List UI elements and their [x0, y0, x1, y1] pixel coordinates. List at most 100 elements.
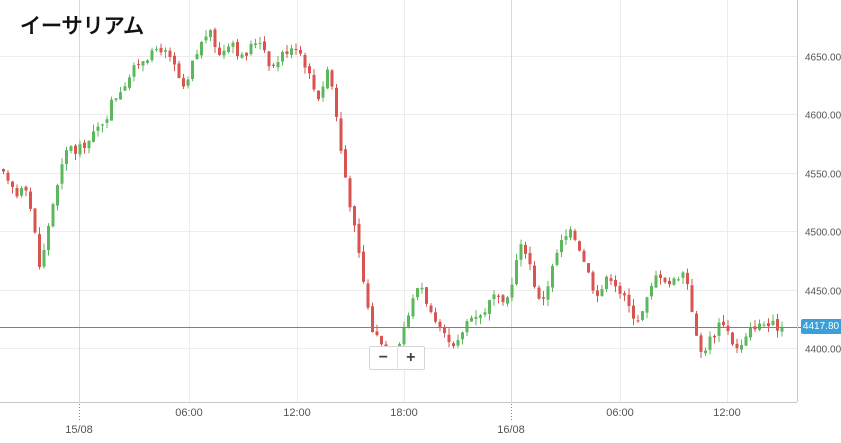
- x-axis: 06:00 12:00 18:00 06:00 12:00 15/08 16/08: [65, 404, 741, 436]
- x-tick-label: 18:00: [390, 407, 418, 419]
- candle-up: [569, 229, 572, 238]
- candle-up: [56, 185, 59, 206]
- candle-up: [191, 60, 194, 79]
- candle-up: [762, 324, 766, 326]
- candle-down: [29, 191, 32, 209]
- candle-down: [303, 55, 307, 68]
- candle-down: [312, 74, 316, 90]
- candle-up: [546, 286, 550, 300]
- candle-down: [83, 142, 86, 148]
- candle-down: [74, 145, 77, 154]
- candle-up: [704, 350, 707, 354]
- candle-up: [150, 50, 154, 61]
- x-tick-label: 12:00: [283, 407, 311, 419]
- candle-up: [461, 332, 464, 340]
- candle-down: [776, 319, 779, 331]
- candle-up: [519, 244, 523, 260]
- candle-up: [681, 272, 685, 278]
- zoom-out-button[interactable]: −: [378, 349, 388, 366]
- candle-down: [348, 178, 352, 208]
- candle-down: [267, 51, 271, 67]
- candle-up: [69, 146, 73, 151]
- candle-down: [24, 186, 28, 191]
- candle-down: [618, 285, 622, 294]
- y-tick-label: 4450.00: [805, 287, 841, 298]
- candle-down: [11, 181, 14, 187]
- candle-up: [114, 98, 118, 100]
- candle-down: [767, 323, 770, 326]
- candle-down: [159, 47, 163, 53]
- candle-up: [402, 327, 406, 345]
- candle-up: [105, 119, 109, 123]
- candle-up: [119, 92, 122, 100]
- candle-down: [609, 278, 613, 281]
- y-tick-label: 4400.00: [805, 345, 841, 356]
- candle-down: [668, 280, 671, 285]
- date-label: 16/08: [497, 424, 525, 436]
- candle-down: [308, 66, 311, 74]
- y-tick-label: 4500.00: [805, 228, 841, 239]
- candle-down: [335, 87, 338, 117]
- y-axis: 4400.00 4450.00 4500.00 4550.00 4600.00 4650.…: [805, 53, 841, 356]
- candle-up: [326, 69, 329, 89]
- candle-down: [33, 208, 37, 233]
- candle-down: [542, 297, 545, 299]
- candle-down: [533, 265, 536, 287]
- zoom-in-button[interactable]: +: [396, 347, 425, 369]
- candle-down: [663, 277, 667, 283]
- y-tick-label: 4650.00: [805, 53, 841, 64]
- candle-up: [474, 316, 478, 319]
- candle-up: [209, 30, 212, 38]
- candle-down: [695, 313, 698, 336]
- candle-down: [713, 335, 716, 338]
- grid: [0, 0, 797, 402]
- candle-down: [528, 253, 532, 265]
- candle-down: [137, 63, 140, 65]
- candle-down: [384, 344, 388, 348]
- candle-down: [38, 234, 41, 267]
- candle-down: [357, 223, 361, 253]
- candle-up: [87, 140, 91, 149]
- candle-down: [699, 335, 703, 352]
- candle-up: [186, 79, 190, 86]
- candle-up: [258, 42, 262, 44]
- candle-down: [429, 305, 433, 312]
- candle-up: [146, 60, 149, 63]
- candle-down: [218, 47, 221, 55]
- candle-down: [375, 331, 379, 336]
- candle-up: [672, 278, 676, 285]
- candle-down: [735, 343, 739, 349]
- candle-up: [740, 345, 743, 350]
- candle-up: [276, 62, 280, 68]
- candle-up: [479, 315, 482, 318]
- candle-down: [263, 41, 266, 51]
- candle-up: [20, 188, 23, 196]
- candle-up: [470, 317, 473, 322]
- candle-down: [371, 306, 374, 332]
- candle-down: [582, 250, 586, 262]
- current-price-badge: 4417.80: [801, 319, 841, 334]
- candle-up: [78, 144, 82, 155]
- candles: [2, 27, 784, 361]
- candle-up: [749, 327, 752, 338]
- candle-up: [60, 164, 64, 184]
- candle-up: [416, 288, 419, 298]
- candle-down: [623, 293, 626, 296]
- candle-up: [200, 42, 203, 56]
- candle-down: [285, 51, 289, 55]
- candle-down: [722, 321, 725, 326]
- x-tick-label: 06:00: [606, 407, 634, 419]
- candle-up: [231, 42, 235, 47]
- candle-up: [744, 336, 748, 346]
- candle-up: [510, 284, 514, 298]
- chart-title: イーサリアム: [20, 14, 145, 38]
- candle-up: [96, 126, 100, 131]
- candle-down: [501, 295, 505, 303]
- candle-down: [578, 241, 581, 251]
- candle-up: [254, 43, 257, 45]
- x-tick-label: 06:00: [175, 407, 203, 419]
- candle-up: [290, 48, 293, 55]
- candle-down: [614, 280, 617, 287]
- candle-up: [42, 249, 46, 267]
